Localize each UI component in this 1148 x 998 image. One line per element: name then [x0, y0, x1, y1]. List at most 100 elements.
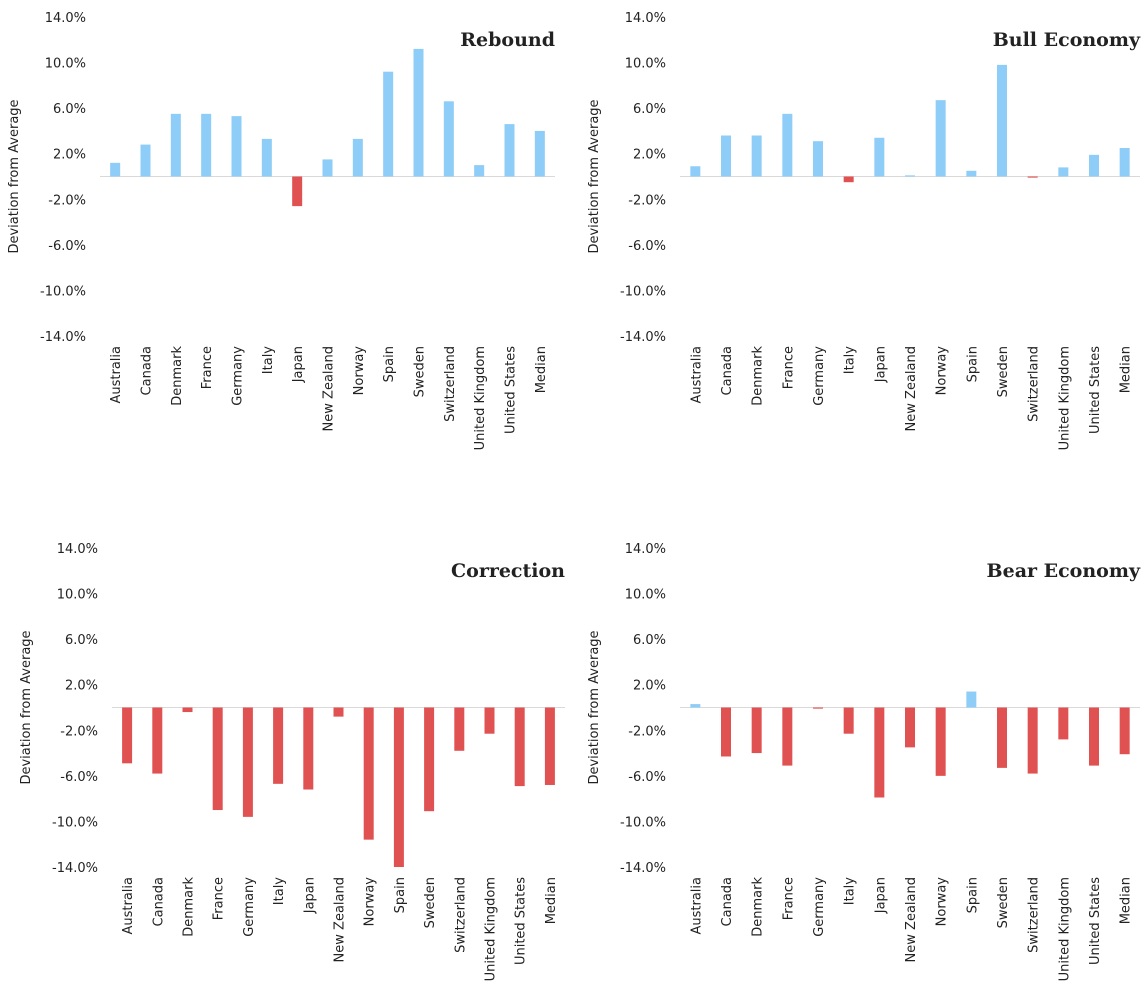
x-tick-label: Spain: [965, 346, 980, 382]
x-tick-label: Germany: [231, 346, 246, 406]
bar: [273, 707, 284, 784]
y-tick-label: 6.0%: [633, 633, 666, 648]
x-tick-label: Italy: [272, 877, 287, 906]
bar: [292, 176, 303, 207]
bar: [303, 707, 314, 790]
bar: [935, 707, 946, 776]
bar: [1119, 148, 1130, 177]
x-tick-label: Sweden: [423, 877, 438, 928]
bar: [352, 138, 363, 177]
bar: [322, 159, 333, 177]
bar: [474, 165, 485, 177]
bar: [874, 707, 885, 798]
x-tick-label: Median: [1119, 877, 1134, 924]
y-tick-label: -14.0%: [620, 330, 666, 345]
bar: [212, 707, 223, 811]
x-tick-label: France: [212, 877, 227, 920]
bar: [843, 707, 854, 734]
bar: [690, 704, 701, 708]
x-tick-label: Spain: [382, 346, 397, 382]
bar: [333, 707, 344, 717]
x-tick-label: Japan: [873, 346, 888, 383]
y-tick-label: 10.0%: [45, 57, 86, 72]
bar: [122, 707, 133, 764]
x-tick-label: Canada: [720, 877, 735, 926]
x-tick-label: United States: [1088, 877, 1103, 965]
x-tick-label: New Zealand: [322, 346, 337, 431]
x-tick-label: Norway: [352, 346, 367, 396]
x-tick-label: France: [200, 346, 215, 389]
x-tick-label: Italy: [261, 346, 276, 375]
x-tick-label: Australia: [121, 877, 136, 935]
bar: [544, 707, 555, 785]
x-tick-label: United Kingdom: [1057, 346, 1072, 450]
x-tick-label: Spain: [965, 877, 980, 913]
bar: [393, 707, 404, 867]
bar: [874, 137, 885, 177]
y-tick-label: 10.0%: [625, 588, 666, 603]
bar: [966, 170, 977, 177]
bar: [424, 707, 435, 812]
chart-title: Rebound: [460, 29, 555, 51]
y-tick-label: -10.0%: [52, 815, 98, 830]
y-tick-label: 2.0%: [65, 679, 98, 694]
x-tick-label: Germany: [242, 877, 257, 937]
bar: [413, 48, 424, 177]
x-tick-label: Switzerland: [453, 877, 468, 953]
bar: [1089, 707, 1099, 766]
bar: [242, 707, 253, 817]
x-tick-label: Denmark: [751, 877, 766, 937]
y-tick-label: -6.0%: [48, 239, 86, 254]
x-tick-label: France: [781, 877, 796, 920]
bar: [690, 166, 701, 177]
x-tick-label: Switzerland: [1027, 877, 1042, 953]
bar: [966, 691, 977, 708]
x-tick-label: Japan: [291, 346, 306, 383]
x-tick-label: Sweden: [996, 346, 1011, 397]
x-tick-label: United States: [1088, 346, 1103, 434]
x-tick-label: Sweden: [413, 346, 428, 397]
x-tick-label: New Zealand: [904, 877, 919, 962]
x-tick-label: Switzerland: [1027, 346, 1042, 422]
x-tick-label: Switzerland: [443, 346, 458, 422]
x-tick-label: Sweden: [996, 877, 1011, 928]
x-tick-label: Denmark: [182, 877, 197, 937]
x-tick-label: Italy: [843, 346, 858, 375]
bar: [782, 707, 793, 766]
x-tick-label: Australia: [689, 877, 704, 935]
y-tick-label: -6.0%: [60, 770, 98, 785]
x-tick-label: Italy: [843, 877, 858, 906]
x-tick-label: Canada: [151, 877, 166, 926]
x-tick-label: Median: [1119, 346, 1134, 393]
bar: [484, 707, 495, 734]
bar: [170, 113, 181, 177]
bar: [1119, 707, 1130, 755]
x-tick-label: Median: [534, 346, 549, 393]
x-tick-label: Japan: [302, 877, 317, 914]
y-tick-label: 2.0%: [633, 679, 666, 694]
x-tick-label: United States: [514, 877, 529, 965]
x-tick-label: Canada: [720, 346, 735, 395]
y-tick-label: -14.0%: [52, 861, 98, 876]
bar: [905, 707, 915, 748]
x-tick-label: Norway: [935, 877, 950, 927]
x-tick-label: Norway: [935, 346, 950, 396]
y-tick-label: 14.0%: [45, 11, 86, 26]
chart-title: Bull Economy: [993, 29, 1141, 51]
bar: [1027, 707, 1038, 774]
x-tick-label: Spain: [393, 877, 408, 913]
bar: [905, 175, 915, 177]
bar: [363, 707, 374, 840]
x-tick-label: Denmark: [751, 346, 766, 406]
y-tick-label: -2.0%: [60, 724, 98, 739]
x-tick-label: Australia: [689, 346, 704, 404]
y-tick-label: 14.0%: [57, 542, 98, 557]
bar: [721, 707, 731, 757]
y-tick-label: 10.0%: [625, 57, 666, 72]
x-tick-label: United Kingdom: [473, 346, 488, 450]
y-tick-label: -10.0%: [620, 284, 666, 299]
bar: [997, 64, 1007, 177]
y-tick-label: -2.0%: [628, 724, 666, 739]
y-tick-label: -10.0%: [620, 815, 666, 830]
